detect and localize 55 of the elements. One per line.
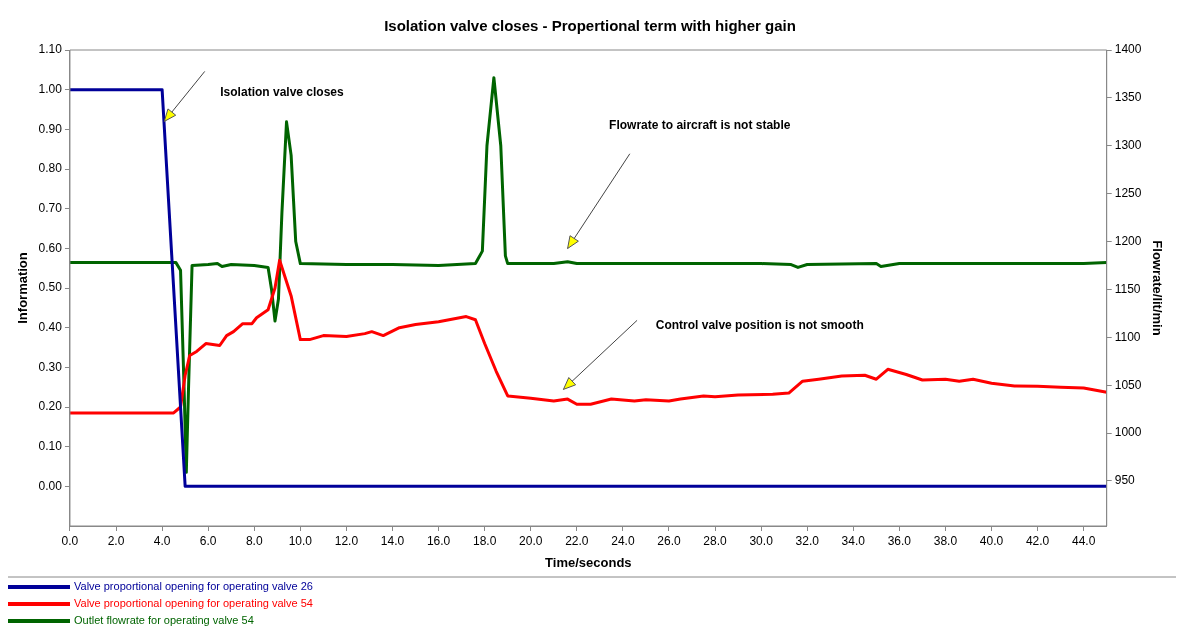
x-tick-label: 22.0 [565,533,589,548]
x-tick-label: 34.0 [841,533,866,548]
y-tick-label: 1.00 [38,81,63,96]
y2-tick-label: 1000 [1114,425,1142,440]
x-tick-label: 14.0 [380,533,405,548]
x-tick-label: 12.0 [334,533,359,548]
x-tick-label: 2.0 [107,533,125,548]
x-tick-label: 10.0 [288,533,313,548]
y-tick-label: 0.50 [38,280,63,295]
y-tick-label: 0.70 [38,200,63,215]
annotation: Flowrate to aircraft is not stable [609,118,791,133]
y-tick-label: 0.30 [38,359,63,374]
y-tick-label: 0.20 [38,399,63,414]
x-tick-label: 4.0 [153,533,171,548]
x-tick-label: 8.0 [245,533,263,548]
text: Valve proportional opening for operating valve 26 [74,580,313,593]
y2-tick-label: 1050 [1114,377,1142,392]
x-tick-label: 28.0 [703,533,728,548]
y-tick-label: 1.10 [38,42,63,57]
y-tick-label: 0.90 [38,121,63,136]
x-tick-label: 30.0 [749,533,774,548]
x-tick-label: 26.0 [657,533,681,548]
text: Outlet flowrate for operating valve 54 [74,614,254,627]
y-tick-label: 0.40 [38,319,63,334]
x-tick-label: 6.0 [199,533,217,548]
y-axis-title: Information [15,252,31,324]
x-tick-label: 0.0 [61,533,79,548]
x-tick-label: 24.0 [611,533,635,548]
y2-tick-label: 1400 [1114,42,1142,57]
y-tick-label: 0.60 [38,240,63,255]
x-tick-label: 38.0 [933,533,958,548]
annotation: Isolation valve closes [220,85,344,100]
x-tick-label: 44.0 [1071,533,1096,548]
y2-tick-label: 1150 [1114,281,1141,296]
x-tick-label: 16.0 [426,533,451,548]
x-tick-label: 18.0 [472,533,497,548]
y-tick-label: 0.00 [38,478,63,493]
y2-tick-label: 1250 [1114,185,1142,200]
text: Valve proportional opening for operating valve 54 [74,597,313,610]
y2-tick-label: 1300 [1114,138,1142,153]
y2-axis-title: Flowrate/lit/min [1149,240,1165,336]
x-axis-title: Time/seconds [545,554,632,570]
x-tick-label: 40.0 [979,533,1004,548]
y-tick-label: 0.10 [38,438,63,453]
y2-tick-label: 1200 [1114,233,1142,248]
chart-title: Isolation valve closes - Propertional term with higher gain [384,17,796,35]
x-tick-label: 36.0 [887,533,912,548]
y-tick-label: 0.80 [38,161,63,176]
x-tick-label: 32.0 [795,533,820,548]
y2-tick-label: 950 [1114,473,1136,488]
annotation: Control valve position is not smooth [655,318,864,333]
y2-tick-label: 1350 [1114,90,1142,105]
x-tick-label: 42.0 [1025,533,1050,548]
x-tick-label: 20.0 [519,533,543,548]
y2-tick-label: 1100 [1114,329,1141,344]
